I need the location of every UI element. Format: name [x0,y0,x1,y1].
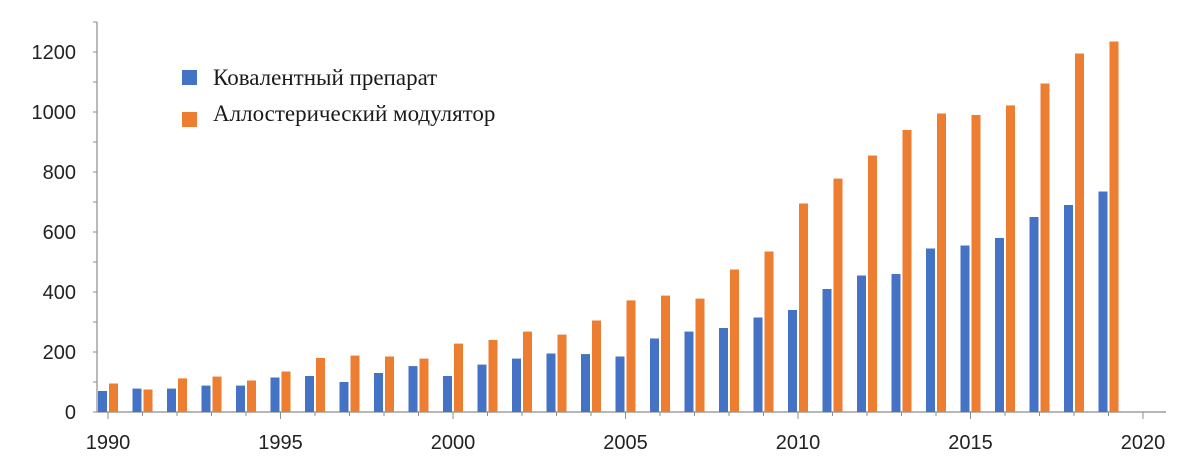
bar-covalent-2004 [581,354,590,412]
x-tick-label: 1995 [258,432,303,454]
x-tick-label: 1990 [86,432,131,454]
x-tick-label: 2020 [1121,432,1166,454]
bar-allosteric-2017 [1040,83,1050,412]
bar-allosteric-2002 [523,331,532,412]
bar-allosteric-2004 [592,320,601,412]
y-tick-label: 1000 [32,102,77,124]
bars [98,41,1119,413]
x-tick-label: 2010 [776,432,821,454]
bar-covalent-2013 [891,274,901,412]
bar-covalent-2015 [960,245,970,412]
legend-swatch-allosteric [182,112,197,127]
bar-covalent-1991 [132,388,142,412]
bar-allosteric-2009 [764,251,774,412]
bar-allosteric-2003 [557,334,567,412]
bar-allosteric-2014 [937,113,946,412]
legend-label-covalent: Ковалентный препарат [213,65,437,90]
y-tick-label: 1200 [32,42,77,64]
bar-covalent-1993 [201,385,211,412]
y-tick-label: 0 [65,402,76,424]
bar-allosteric-1992 [178,378,187,412]
bar-covalent-2008 [719,328,728,412]
bar-allosteric-2005 [626,300,636,412]
bar-covalent-2009 [753,317,763,412]
bar-covalent-2000 [443,376,452,412]
bar-allosteric-2008 [730,269,739,412]
bar-covalent-1999 [408,366,418,412]
bar-allosteric-1997 [350,355,360,412]
bar-allosteric-2016 [1006,105,1015,413]
bar-allosteric-2006 [661,295,670,412]
bar-covalent-2006 [650,338,659,412]
y-tick-label: 800 [43,162,76,184]
bar-allosteric-2011 [833,178,843,412]
bar-allosteric-2018 [1075,53,1084,412]
bar-covalent-2019 [1098,191,1108,412]
legend: Ковалентный препарат Аллостерический мод… [182,65,495,127]
bar-allosteric-1990 [109,383,118,412]
bar-covalent-2002 [512,358,521,412]
bar-covalent-2005 [615,356,625,412]
bar-allosteric-2000 [454,343,463,412]
bar-covalent-1997 [339,382,349,412]
bar-allosteric-2019 [1109,41,1119,412]
bar-covalent-2003 [546,353,556,412]
bar-covalent-2011 [822,289,832,412]
bar-covalent-1990 [98,391,107,412]
x-tick-label: 2000 [431,432,476,454]
bar-allosteric-1994 [247,380,256,412]
bar-allosteric-2012 [868,155,877,412]
bar-covalent-2014 [926,248,935,412]
y-tick-label: 400 [43,282,76,304]
bar-allosteric-2013 [902,130,912,412]
bar-covalent-1994 [236,385,245,412]
bar-allosteric-2010 [799,203,808,412]
ticks: 0 200 400 600 800 1000 1200 1990 1995 2000 2005 201… [32,42,1166,454]
bar-covalent-2001 [477,364,487,412]
x-tick-label: 2005 [603,432,648,454]
bar-covalent-1995 [270,377,280,412]
bar-allosteric-1993 [212,376,222,412]
y-tick-label: 200 [43,342,76,364]
bar-allosteric-2001 [488,340,498,412]
bar-allosteric-1999 [419,358,429,412]
bar-covalent-2018 [1064,205,1073,412]
legend-swatch-covalent [182,70,197,85]
bar-covalent-2012 [857,275,866,412]
bar-covalent-2010 [788,310,797,412]
legend-label-allosteric: Аллостерический модулятор [213,101,495,126]
bar-allosteric-2007 [695,298,705,412]
bar-allosteric-1991 [143,389,153,412]
bar-allosteric-1998 [385,356,394,412]
x-tick-label: 2015 [948,432,993,454]
bar-allosteric-2015 [971,115,981,412]
bar-covalent-1998 [374,373,383,412]
bar-allosteric-1995 [281,371,291,412]
bar-covalent-2017 [1029,217,1039,412]
bar-covalent-2016 [995,238,1004,412]
bar-covalent-1996 [305,376,314,412]
bar-allosteric-1996 [316,358,325,412]
bar-covalent-2007 [684,331,694,412]
bar-covalent-1992 [167,388,176,412]
y-tick-label: 600 [43,222,76,244]
